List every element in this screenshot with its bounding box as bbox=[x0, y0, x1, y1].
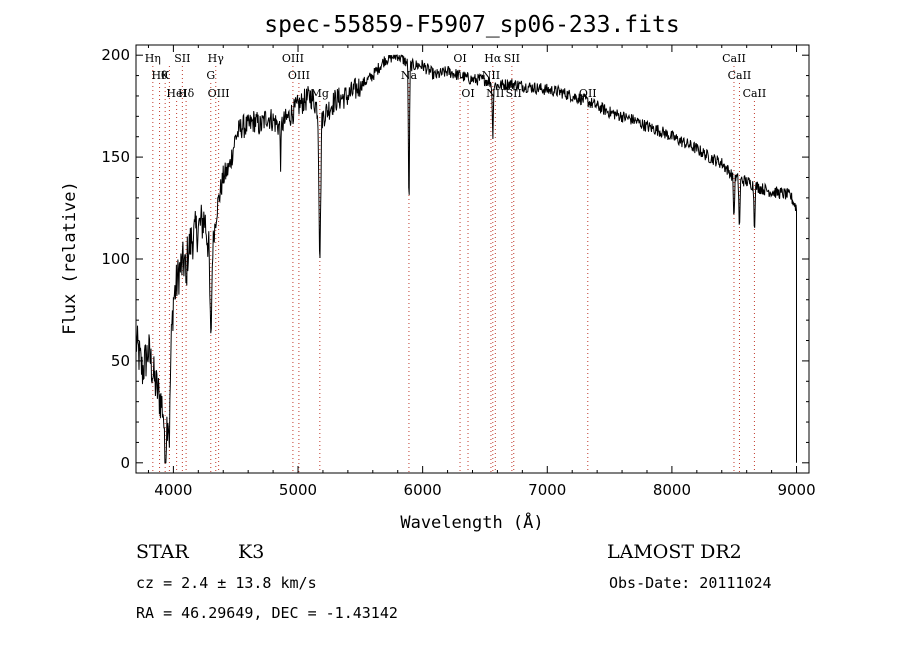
y-axis-label: Flux (relative) bbox=[60, 181, 80, 335]
y-tick-label: 200 bbox=[101, 46, 130, 64]
plot-frame bbox=[135, 44, 810, 474]
y-tick-label: 150 bbox=[101, 148, 130, 166]
line-marker-label: Hδ bbox=[178, 87, 195, 100]
line-marker-label: CaII bbox=[743, 87, 767, 100]
line-marker-label: Hα bbox=[484, 52, 502, 65]
line-marker-label: OIII bbox=[282, 52, 304, 65]
line-marker-label: OIII bbox=[208, 87, 230, 100]
y-tick-label: 100 bbox=[101, 250, 130, 268]
x-axis-label: Wavelength (Å) bbox=[400, 511, 543, 533]
line-marker-label: SII bbox=[504, 52, 520, 65]
line-marker-label: Hη bbox=[145, 52, 161, 65]
line-marker-label: OIII bbox=[288, 69, 310, 82]
x-tick-label: 4000 bbox=[154, 481, 192, 499]
line-marker-label: NII bbox=[486, 87, 504, 100]
line-marker-label: NII bbox=[482, 69, 500, 82]
line-marker-label: HeI bbox=[166, 87, 186, 100]
line-marker-label: G bbox=[206, 69, 215, 82]
x-axis-ticks: 4000 5000 6000 7000 8000 9000 bbox=[147, 45, 816, 499]
line-marker-label: OI bbox=[461, 87, 474, 100]
line-markers bbox=[152, 66, 755, 473]
line-marker-label: SII bbox=[506, 87, 522, 100]
x-tick-label: 9000 bbox=[777, 481, 815, 499]
line-marker-label: Hθ bbox=[151, 69, 168, 82]
line-marker-label: CaII bbox=[722, 52, 746, 65]
observation-date: Obs-Date: 20111024 bbox=[609, 574, 772, 592]
line-marker-label: CaII bbox=[728, 69, 752, 82]
line-marker-label: K bbox=[161, 69, 170, 82]
line-marker-label: Hγ bbox=[208, 52, 225, 65]
survey-name: LAMOST DR2 bbox=[607, 541, 742, 563]
coordinates-readout: RA = 46.29649, DEC = -1.43142 bbox=[136, 604, 398, 622]
line-marker-label: Mg bbox=[311, 87, 329, 100]
x-tick-label: 6000 bbox=[404, 481, 442, 499]
y-tick-label: 50 bbox=[111, 352, 130, 370]
velocity-readout: cz = 2.4 ± 13.8 km/s bbox=[136, 574, 317, 592]
y-axis-ticks: 0 50 100 150 200 bbox=[101, 46, 809, 472]
y-tick-label: 0 bbox=[120, 454, 130, 472]
line-marker-label: OI bbox=[453, 52, 466, 65]
chart-title: spec-55859-F5907_sp06-233.fits bbox=[264, 12, 679, 38]
spectrum-line bbox=[135, 54, 797, 464]
line-marker-labels: HηHθKHeISIIHδGHγOIIIOIIIOIIIMgNaOIOINIIH… bbox=[145, 52, 767, 100]
object-class: STAR bbox=[136, 541, 189, 563]
x-tick-label: 7000 bbox=[528, 481, 566, 499]
x-tick-label: 5000 bbox=[279, 481, 317, 499]
line-marker-label: Na bbox=[401, 69, 418, 82]
object-subclass: K3 bbox=[238, 541, 265, 563]
line-marker-label: SII bbox=[174, 52, 190, 65]
x-tick-label: 8000 bbox=[653, 481, 691, 499]
